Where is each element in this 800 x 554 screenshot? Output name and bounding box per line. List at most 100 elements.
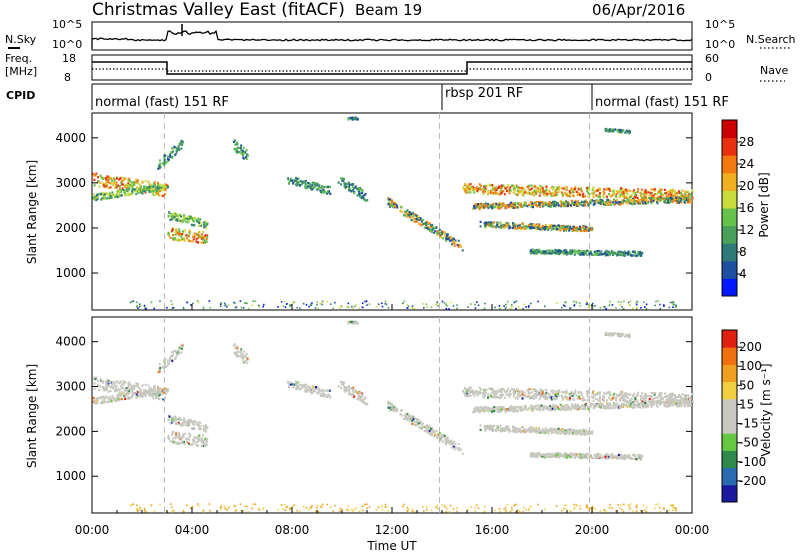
velocity-cell	[106, 378, 109, 382]
velocity-cell	[484, 394, 487, 397]
power-cell	[609, 201, 612, 204]
velocity-cell	[426, 426, 429, 429]
power-cell	[413, 220, 416, 223]
velocity-cell	[323, 395, 326, 398]
power-cell	[174, 233, 177, 236]
velocity-cell	[555, 395, 558, 398]
power-cell	[206, 222, 209, 225]
power-cell	[468, 185, 471, 188]
velocity-cell	[136, 382, 139, 386]
velocity-cell	[176, 418, 179, 421]
power-cell	[542, 204, 545, 207]
power-cell	[153, 181, 156, 184]
power-cell	[205, 235, 208, 239]
colorbar-segment	[722, 260, 737, 279]
power-cell	[541, 226, 544, 230]
velocity-cell	[390, 404, 393, 407]
velocity-cell	[646, 405, 649, 408]
velocity-cell	[98, 388, 101, 392]
power-cell	[202, 223, 205, 227]
velocity-cell	[488, 407, 491, 411]
velocity-cell	[528, 395, 531, 398]
colorbar-segment	[722, 243, 737, 262]
velocity-cell	[344, 389, 347, 392]
power-cell	[552, 227, 555, 230]
colorbar-segment	[722, 172, 737, 191]
power-cell	[138, 305, 141, 308]
power-cell	[551, 200, 554, 204]
power-cell	[498, 205, 501, 208]
velocity-cell	[289, 383, 292, 386]
power-cell	[197, 233, 200, 236]
power-cell	[642, 193, 645, 196]
velocity-cell	[132, 386, 135, 389]
power-cell	[187, 217, 190, 220]
power-cell	[411, 305, 414, 307]
power-cell	[538, 249, 541, 253]
power-cell	[342, 179, 345, 182]
velocity-cell	[472, 408, 475, 411]
power-cell	[179, 232, 182, 236]
velocity-cell	[166, 364, 169, 367]
power-cell	[416, 219, 419, 222]
power-cell	[136, 186, 139, 189]
power-cell	[583, 226, 586, 230]
power-cell	[124, 194, 127, 197]
power-cell	[569, 250, 572, 253]
power-cell	[138, 303, 141, 305]
velocity-cell	[533, 388, 536, 391]
power-cell	[576, 250, 579, 253]
power-cell	[317, 187, 320, 191]
power-cell	[385, 303, 388, 306]
power-cell	[112, 183, 115, 186]
power-cell	[425, 220, 428, 224]
velocity-cell	[235, 354, 238, 357]
power-cell	[168, 234, 171, 237]
power-cell	[240, 306, 243, 309]
velocity-cell	[608, 396, 611, 399]
velocity-cell	[676, 403, 679, 407]
velocity-cell	[244, 355, 247, 359]
velocity-cell	[287, 380, 290, 384]
power-cell	[565, 250, 568, 254]
velocity-cell	[113, 381, 116, 384]
velocity-cell	[625, 403, 628, 406]
power-cell	[634, 196, 637, 199]
velocity-cell	[181, 344, 184, 347]
power-cell	[197, 236, 200, 240]
power-cell	[655, 198, 658, 201]
power-cell	[664, 192, 667, 195]
power-cell	[601, 253, 604, 256]
power-cell	[173, 212, 176, 215]
velocity-cell	[186, 437, 189, 440]
velocity-cell	[153, 387, 156, 390]
velocity-cell	[647, 394, 650, 398]
velocity-cell	[182, 419, 185, 422]
velocity-cell	[95, 402, 98, 405]
velocity-cell	[665, 398, 668, 402]
power-cell	[564, 204, 567, 208]
velocity-cell	[580, 393, 583, 397]
power-cell	[244, 150, 247, 153]
power-cell	[509, 204, 512, 207]
power-cell	[537, 225, 540, 229]
power-cell	[364, 192, 367, 196]
velocity-cell	[167, 436, 170, 439]
velocity-cell	[141, 384, 144, 387]
power-cell	[192, 220, 195, 223]
velocity-cell	[659, 391, 662, 395]
power-cell	[195, 240, 198, 243]
velocity-cell	[352, 392, 355, 395]
velocity-cell	[318, 390, 321, 393]
power-cell	[100, 198, 103, 201]
power-cell	[548, 249, 551, 252]
velocity-cell	[652, 399, 655, 402]
velocity-cell	[149, 389, 152, 392]
power-cell	[568, 203, 571, 206]
velocity-cell	[360, 392, 363, 395]
velocity-cell	[620, 393, 623, 396]
velocity-cell	[440, 434, 443, 437]
velocity-cell	[411, 419, 414, 422]
power-cell	[391, 205, 394, 208]
velocity-cell	[103, 399, 106, 402]
